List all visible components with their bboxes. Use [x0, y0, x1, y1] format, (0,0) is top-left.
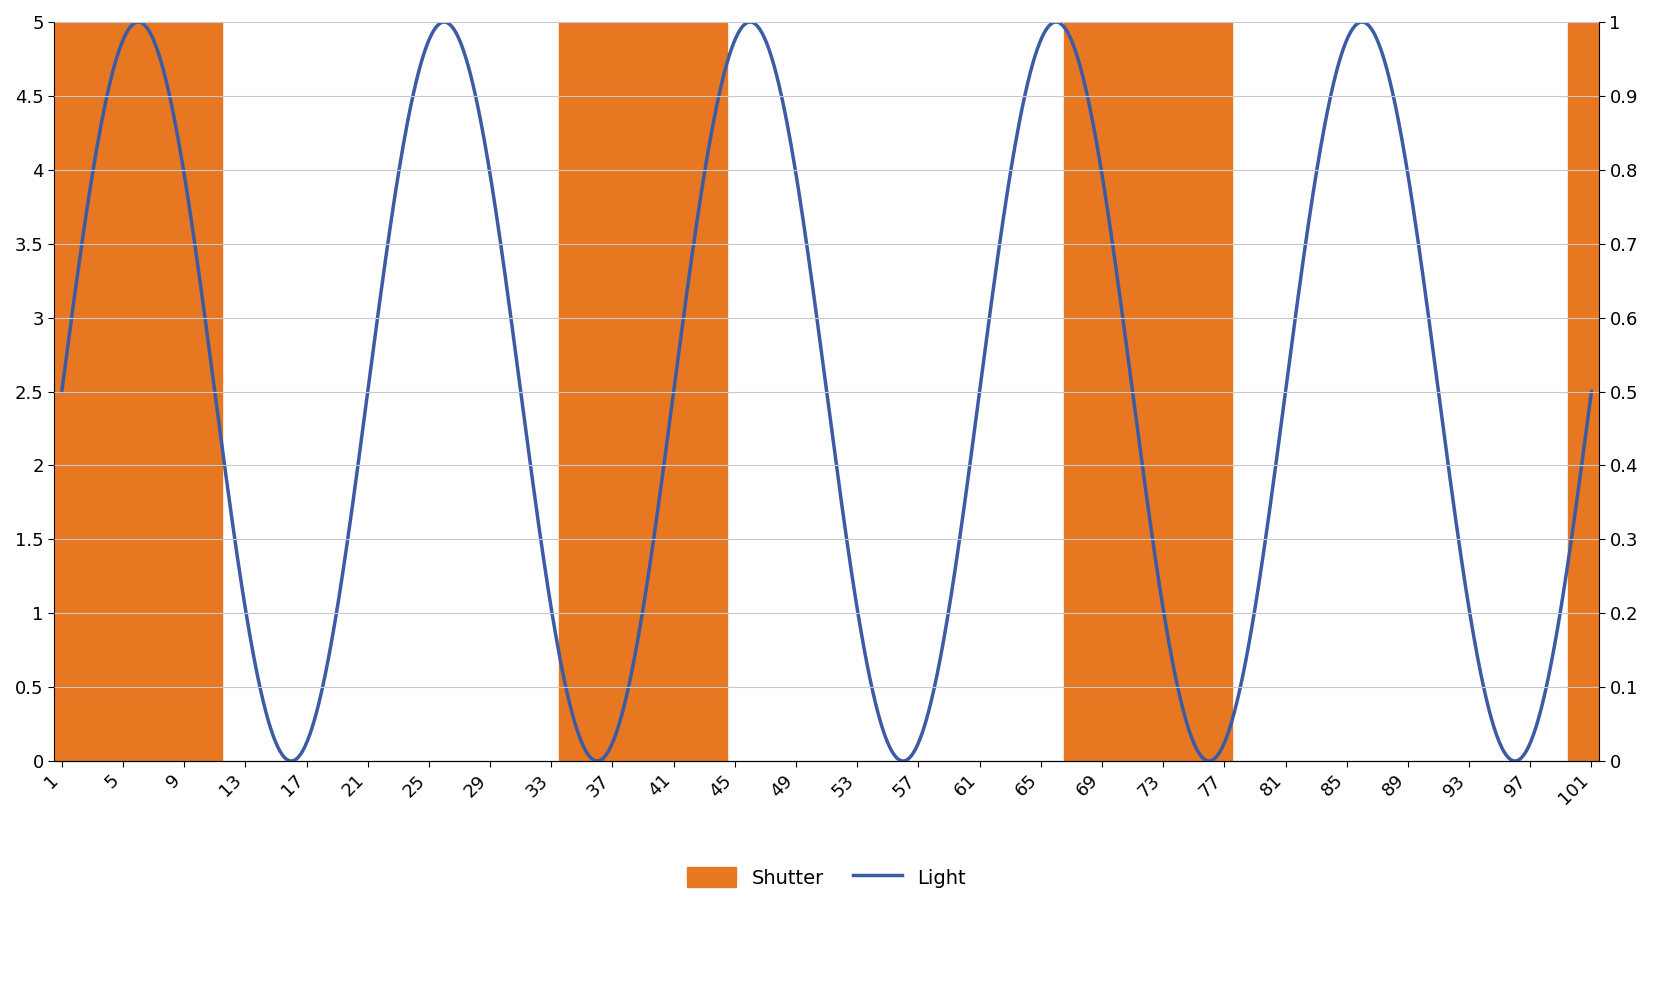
Bar: [55, 22, 223, 761]
Bar: [559, 22, 727, 761]
Bar: [1065, 22, 1231, 761]
Legend: Shutter, Light: Shutter, Light: [679, 859, 974, 896]
Bar: [1569, 22, 1598, 761]
